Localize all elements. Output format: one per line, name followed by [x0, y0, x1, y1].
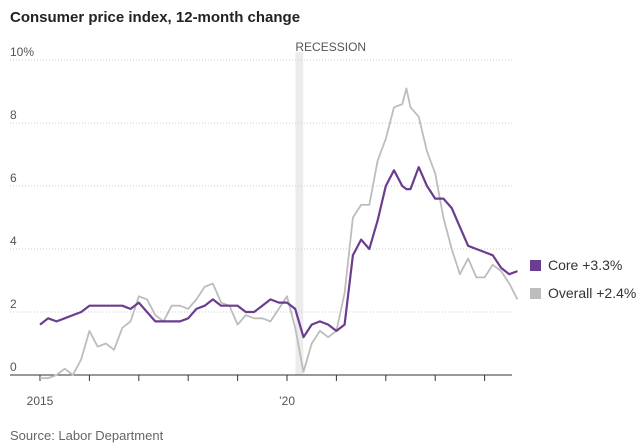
y-tick-label: 6 [10, 171, 17, 185]
x-tick-label: ’20 [279, 394, 295, 408]
y-tick-label: 10% [10, 45, 34, 59]
series-line [40, 87, 519, 379]
legend-label: Core +3.3% [548, 257, 622, 273]
y-tick-label: 4 [10, 234, 17, 248]
series-line [39, 166, 518, 339]
y-tick-label: 2 [10, 297, 17, 311]
legend-swatch [530, 288, 541, 299]
y-tick-label: 8 [10, 108, 17, 122]
recession-band [295, 52, 304, 375]
legend-label: Overall +2.4% [548, 285, 636, 301]
source: Source: Labor Department [10, 428, 164, 443]
x-tick-label: 2015 [27, 394, 54, 408]
chart-title: Consumer price index, 12-month change [10, 9, 300, 26]
legend-swatch [530, 260, 541, 271]
recession-label: RECESSION [295, 40, 366, 54]
y-tick-label: 0 [10, 360, 17, 374]
